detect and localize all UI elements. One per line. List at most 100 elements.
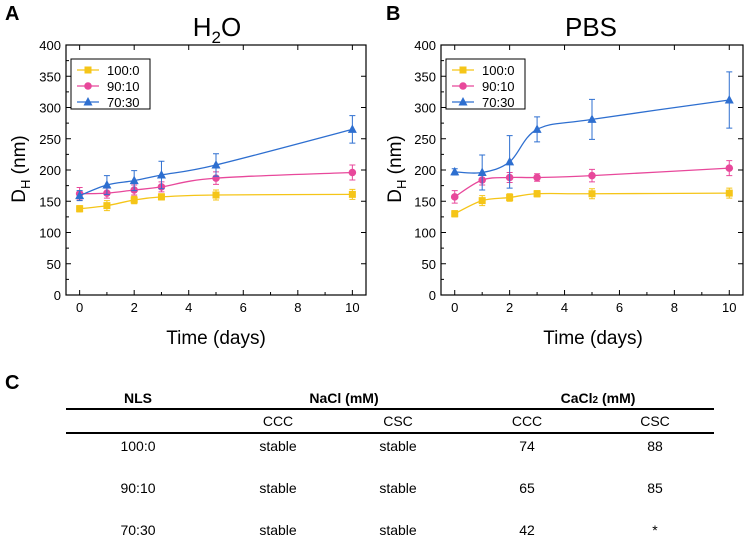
chart-title: PBS bbox=[565, 12, 617, 42]
y-tick-label: 350 bbox=[39, 69, 61, 84]
cell-nacl-csc: stable bbox=[379, 438, 417, 454]
cell-nls: 90:10 bbox=[120, 480, 156, 496]
header-nls: NLS bbox=[124, 390, 152, 406]
data-point bbox=[130, 196, 138, 204]
x-axis-label: Time (days) bbox=[543, 328, 643, 349]
x-tick-label: 10 bbox=[345, 300, 359, 315]
data-point bbox=[588, 171, 596, 180]
data-point bbox=[348, 190, 356, 198]
x-tick-label: 4 bbox=[561, 300, 568, 315]
subheader-cacl2-csc: CSC bbox=[640, 413, 670, 429]
panel-label-b: B bbox=[386, 3, 401, 25]
y-tick-label: 50 bbox=[47, 257, 61, 272]
subheader-nacl-ccc: CCC bbox=[262, 413, 294, 429]
x-tick-label: 2 bbox=[131, 300, 138, 315]
data-point bbox=[129, 175, 139, 185]
y-tick-label: 0 bbox=[429, 288, 436, 303]
legend-label: 100:0 bbox=[107, 63, 140, 78]
data-point bbox=[725, 164, 734, 172]
x-tick-label: 8 bbox=[294, 300, 301, 315]
data-point bbox=[477, 167, 487, 176]
cell-nacl-csc: stable bbox=[379, 480, 417, 496]
y-axis-label: DH (nm) bbox=[385, 135, 409, 202]
panel-label-a: A bbox=[5, 3, 20, 25]
y-tick-label: 300 bbox=[414, 101, 436, 116]
data-point bbox=[348, 168, 357, 177]
data-point bbox=[459, 82, 467, 90]
data-point bbox=[450, 166, 460, 176]
data-point bbox=[156, 170, 166, 179]
table-row: 90:10 stable stable 65 85 bbox=[66, 480, 714, 500]
y-tick-label: 250 bbox=[414, 132, 436, 147]
x-tick-label: 6 bbox=[616, 300, 623, 315]
data-point bbox=[84, 82, 92, 90]
x-tick-label: 10 bbox=[722, 300, 736, 315]
y-axis-label: DH (nm) bbox=[9, 135, 33, 202]
cell-cacl2-ccc: 74 bbox=[519, 438, 535, 454]
data-point bbox=[450, 193, 459, 201]
chart-title: H2O bbox=[193, 12, 241, 47]
table-subheader-row: CCC CSC CCC CSC bbox=[66, 413, 714, 433]
y-tick-label: 150 bbox=[39, 194, 61, 209]
series-70-30 bbox=[75, 115, 357, 202]
data-point bbox=[532, 124, 542, 133]
data-point bbox=[102, 180, 112, 189]
data-point bbox=[211, 160, 221, 169]
y-tick-label: 100 bbox=[39, 226, 61, 241]
x-tick-label: 2 bbox=[506, 300, 513, 315]
chart-h2o: H2O DH (nm) Time (days) 0501001502002503… bbox=[9, 12, 367, 349]
y-tick-label: 200 bbox=[39, 163, 61, 178]
data-point bbox=[157, 193, 165, 201]
data-point bbox=[83, 97, 93, 106]
data-point bbox=[103, 202, 111, 210]
table-header-row: NLS NaCl (mM) CaCl2 (mM) bbox=[66, 390, 714, 410]
cell-nls: 100:0 bbox=[120, 438, 156, 454]
legend-box bbox=[70, 58, 151, 110]
cell-cacl2-csc: 85 bbox=[647, 480, 663, 496]
table-top-rule bbox=[66, 408, 714, 410]
legend-label: 70:30 bbox=[107, 95, 140, 110]
y-tick-label: 50 bbox=[422, 257, 436, 272]
series-100-0 bbox=[451, 187, 733, 218]
chart-pbs: PBS DH (nm) Time (days) 0 50 100 150 200 250 3… bbox=[385, 12, 744, 349]
data-point bbox=[725, 189, 733, 197]
cell-cacl2-ccc: 42 bbox=[519, 522, 535, 538]
y-tick-label: 200 bbox=[414, 163, 436, 178]
y-tick-label: 350 bbox=[414, 69, 436, 84]
data-point bbox=[505, 156, 515, 166]
cell-cacl2-csc: * bbox=[652, 522, 658, 538]
cell-nacl-ccc: stable bbox=[259, 480, 297, 496]
table-row: 70:30 stable stable 42 * bbox=[66, 522, 714, 542]
panel-label-c: C bbox=[5, 372, 20, 394]
y-tick-label: 100 bbox=[414, 226, 436, 241]
x-tick-label: 4 bbox=[185, 300, 192, 315]
header-nacl: NaCl (mM) bbox=[309, 390, 379, 406]
data-point bbox=[587, 114, 597, 123]
cell-cacl2-csc: 88 bbox=[647, 438, 663, 454]
y-tick-label: 250 bbox=[39, 132, 61, 147]
data-point bbox=[459, 66, 467, 74]
cell-nacl-csc: stable bbox=[379, 522, 417, 538]
legend-label: 90:10 bbox=[482, 79, 515, 94]
table-row: 100:0 stable stable 74 88 bbox=[66, 438, 714, 458]
y-tick-label: 150 bbox=[414, 194, 436, 209]
x-axis-label: Time (days) bbox=[166, 328, 266, 349]
header-cacl2: CaCl2 (mM) bbox=[560, 390, 636, 406]
data-point bbox=[533, 173, 541, 182]
cell-nacl-ccc: stable bbox=[259, 522, 297, 538]
data-point bbox=[451, 210, 459, 218]
cell-nacl-ccc: stable bbox=[259, 438, 297, 454]
x-tick-label: 8 bbox=[671, 300, 678, 315]
y-tick-label: 400 bbox=[39, 38, 61, 53]
subheader-nacl-csc: CSC bbox=[383, 413, 413, 429]
legend-label: 100:0 bbox=[482, 63, 515, 78]
data-point bbox=[458, 97, 468, 106]
data-point bbox=[212, 191, 220, 199]
data-point bbox=[533, 190, 541, 198]
legend-box bbox=[445, 58, 526, 110]
data-point bbox=[76, 205, 84, 213]
y-tick-label: 300 bbox=[39, 101, 61, 116]
data-point bbox=[84, 66, 92, 74]
